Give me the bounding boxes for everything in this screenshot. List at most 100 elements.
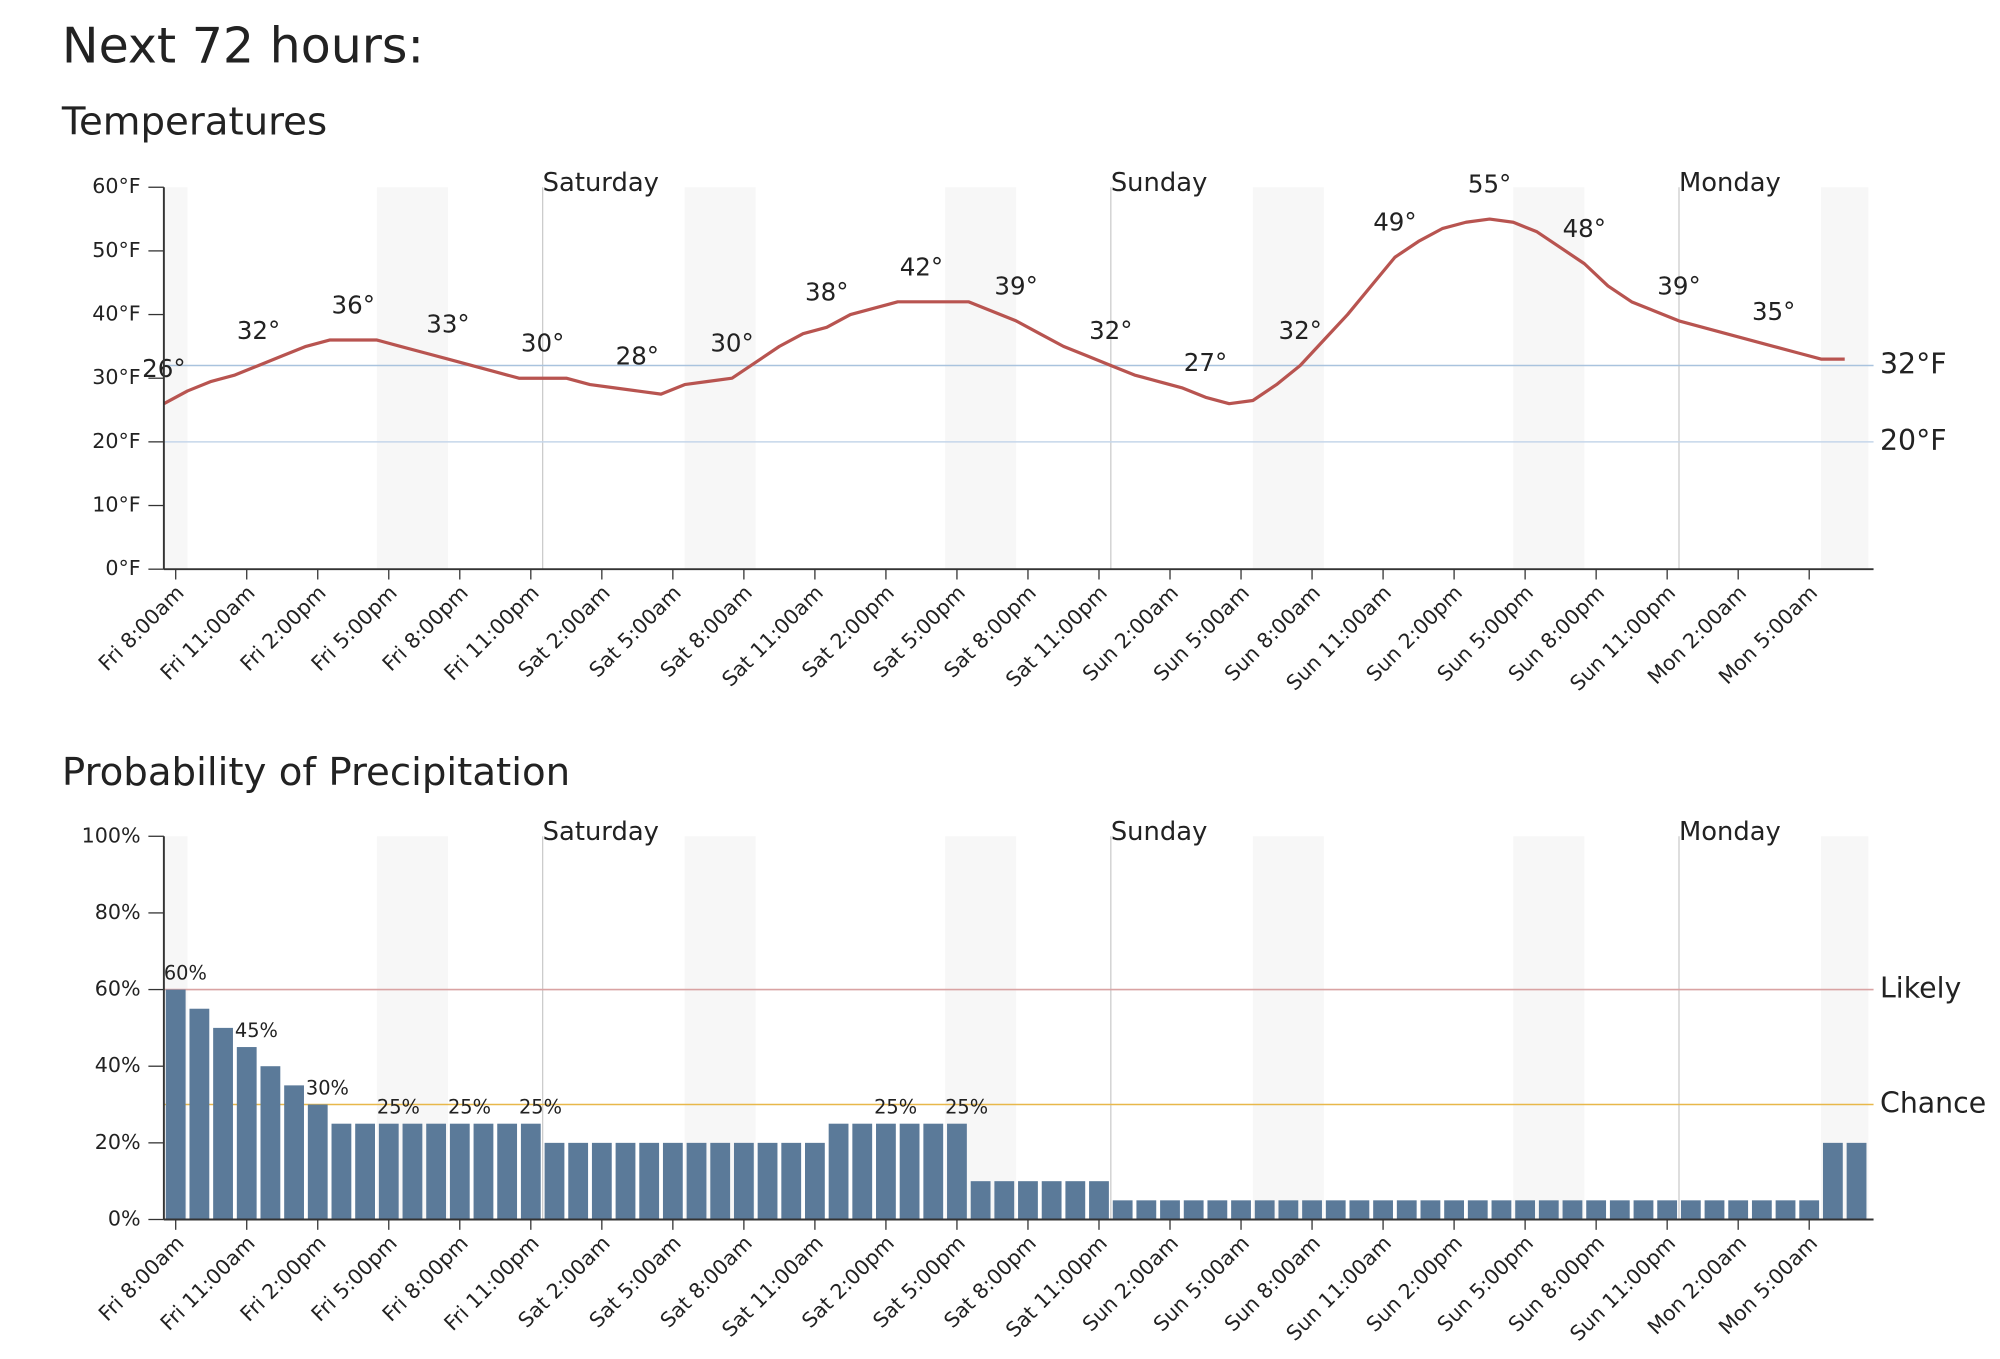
chart-title: Temperatures xyxy=(61,100,327,145)
bar xyxy=(1633,1200,1654,1220)
shade xyxy=(1252,187,1324,570)
bar xyxy=(828,1123,849,1220)
bar xyxy=(1018,1181,1038,1220)
bar xyxy=(1231,1200,1251,1220)
bar xyxy=(1562,1200,1583,1220)
bar xyxy=(1586,1200,1607,1220)
shade xyxy=(1252,836,1324,1220)
shade xyxy=(1513,836,1585,1220)
bar xyxy=(923,1123,944,1220)
day-label: Sunday xyxy=(1111,168,1208,198)
bar xyxy=(165,989,186,1220)
bar xyxy=(1089,1181,1109,1220)
data-label: 32° xyxy=(237,316,280,345)
bar xyxy=(1728,1200,1749,1220)
bar xyxy=(1420,1200,1441,1220)
shade xyxy=(1821,187,1869,570)
day-label: Saturday xyxy=(543,817,659,847)
bar xyxy=(1112,1200,1133,1220)
data-label: 36° xyxy=(332,290,375,319)
y-tick-label: 20°F xyxy=(92,429,140,453)
y-tick-label: 60% xyxy=(95,977,141,1001)
day-label: Monday xyxy=(1679,168,1781,198)
bar xyxy=(473,1123,494,1220)
bar xyxy=(449,1123,470,1220)
y-tick-label: 30°F xyxy=(92,365,140,389)
data-label: 25% xyxy=(874,1096,917,1119)
bar xyxy=(1704,1200,1725,1220)
bar xyxy=(213,1027,233,1220)
bar xyxy=(1822,1142,1843,1220)
bar xyxy=(852,1123,873,1220)
bar xyxy=(189,1008,210,1220)
bar xyxy=(1846,1142,1867,1220)
bar xyxy=(520,1123,541,1220)
bar xyxy=(1254,1200,1275,1220)
bar xyxy=(781,1142,802,1220)
data-label: 33° xyxy=(426,310,469,339)
y-tick-label: 100% xyxy=(82,823,141,847)
bar xyxy=(307,1104,328,1220)
bar xyxy=(733,1142,754,1220)
bar xyxy=(1183,1200,1204,1220)
bar xyxy=(378,1123,399,1220)
bar xyxy=(710,1142,731,1220)
bar xyxy=(1325,1200,1346,1220)
bar xyxy=(1444,1200,1464,1220)
bar xyxy=(686,1142,707,1220)
y-tick-label: 10°F xyxy=(92,493,140,517)
bar xyxy=(1041,1181,1062,1220)
bar xyxy=(260,1066,281,1220)
bar xyxy=(236,1047,257,1220)
bar xyxy=(1136,1200,1157,1220)
data-label: 25% xyxy=(377,1096,420,1119)
data-label: 25% xyxy=(448,1096,491,1119)
bar xyxy=(331,1123,352,1220)
bar xyxy=(994,1181,1015,1220)
bar xyxy=(402,1123,423,1220)
bar xyxy=(757,1142,778,1220)
data-label: 25% xyxy=(945,1096,988,1119)
data-label: 60% xyxy=(164,962,207,985)
data-label: 39° xyxy=(1657,271,1700,300)
y-tick-label: 50°F xyxy=(92,238,140,262)
data-label: 55° xyxy=(1468,170,1511,199)
day-label: Saturday xyxy=(543,168,659,198)
y-tick-label: 0°F xyxy=(105,556,140,580)
bar xyxy=(1515,1200,1536,1220)
bar xyxy=(1065,1181,1086,1220)
shade xyxy=(1513,187,1585,570)
data-label: 30% xyxy=(306,1077,349,1100)
bar xyxy=(1751,1200,1772,1220)
shade xyxy=(376,187,448,570)
data-label: 48° xyxy=(1563,214,1606,243)
bar xyxy=(639,1142,660,1220)
day-label: Sunday xyxy=(1111,817,1208,847)
data-label: 45% xyxy=(235,1019,278,1042)
data-label: 30° xyxy=(521,329,564,358)
bar xyxy=(1799,1200,1820,1220)
bar xyxy=(1373,1200,1393,1220)
bar xyxy=(947,1123,967,1220)
data-label: 32° xyxy=(1089,316,1132,345)
data-label: 49° xyxy=(1373,208,1416,237)
y-tick-label: 60°F xyxy=(92,174,140,198)
day-label: Monday xyxy=(1679,817,1781,847)
y-tick-label: 0% xyxy=(108,1207,141,1231)
bar xyxy=(1302,1200,1322,1220)
bar xyxy=(1467,1200,1488,1220)
bar xyxy=(970,1181,991,1220)
bar xyxy=(1278,1200,1299,1220)
bar xyxy=(1396,1200,1417,1220)
data-label: 35° xyxy=(1752,297,1795,326)
y-tick-label: 20% xyxy=(95,1130,141,1154)
reference-label: Chance xyxy=(1880,1087,1986,1120)
data-label: 27° xyxy=(1184,348,1227,377)
bar xyxy=(355,1123,375,1220)
temperature-line xyxy=(163,217,1845,406)
data-label: 32° xyxy=(1278,316,1321,345)
bar xyxy=(1349,1200,1370,1220)
data-label: 25% xyxy=(519,1096,562,1119)
